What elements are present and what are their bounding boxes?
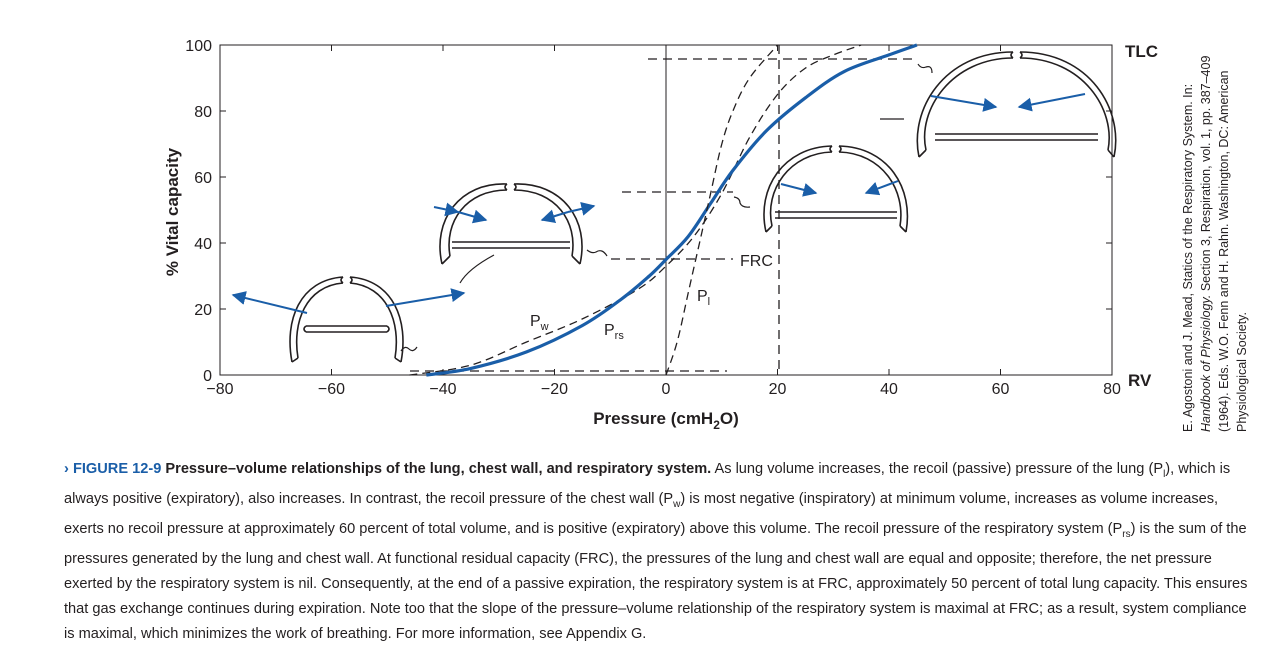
x-tick-label: −20: [541, 381, 568, 398]
x-tick-label: 80: [1103, 381, 1121, 398]
y-tick-label: 60: [194, 170, 212, 187]
chest-frc-force-arrows: [780, 180, 899, 197]
credit-line-4: Physiological Society.: [1235, 312, 1249, 432]
chest-diagram-rv: [289, 276, 404, 363]
series-line-prs: [426, 43, 918, 377]
x-tick-label: 60: [992, 381, 1010, 398]
pw-curve-label: Pw: [530, 313, 549, 333]
series-line-pl: [665, 44, 778, 376]
caption-seg-3: ) is most negative (inspiratory) at mini…: [64, 490, 1219, 537]
caption-marker: ›: [64, 461, 69, 477]
y-tick-label: 0: [203, 368, 212, 385]
x-tick-label: 20: [769, 381, 787, 398]
chest-diagram-frc: [763, 145, 909, 233]
image-credit: E. Agostoni and J. Mead, Statics of the …: [1179, 12, 1251, 432]
y-axis-title: % Vital capacity: [163, 147, 182, 276]
prs-curve-label: Prs: [604, 322, 624, 342]
y-tick-label: 40: [194, 236, 212, 253]
x-axis-title: Pressure (cmH2O): [593, 409, 739, 432]
caption-seg-4: ) is the sum of the pressures generated …: [64, 520, 1248, 642]
y-tick-label: 100: [185, 38, 212, 55]
y-tick-label: 80: [194, 104, 212, 121]
caption-seg-1: As lung volume increases, the recoil (pa…: [711, 461, 1164, 477]
credit-line-3: (1964). Eds. W.O. Fenn and H. Rahn. Wash…: [1217, 70, 1231, 432]
level-guide-lines: [410, 45, 917, 375]
curves: [409, 43, 918, 377]
chest-rv-force-arrows: [231, 288, 466, 314]
figure-caption: › FIGURE 12-9 Pressure–volume relationsh…: [64, 457, 1259, 647]
rv-label: RV: [1128, 371, 1152, 390]
x-tick-label: −60: [318, 381, 345, 398]
figure-title: Pressure–volume relationships of the lun…: [165, 461, 712, 477]
caption-seg-2: ), which is always positive (expiratory)…: [64, 461, 1231, 507]
chest-diagram-mid: [439, 183, 583, 265]
x-tick-label: −80: [206, 381, 233, 398]
pl-curve-label: Pl: [697, 288, 710, 308]
credit-line-2: Handbook of Physiology. Section 3, Respi…: [1197, 12, 1215, 432]
credit-line-2-italic: Handbook of Physiology.: [1199, 294, 1213, 432]
chest-diagram-tlc: [916, 51, 1117, 158]
squiggle-connectors: [400, 63, 933, 352]
credit-line-2-rest: Section 3, Respiration, vol. 1, pp. 387–…: [1199, 55, 1213, 295]
y-tick-label: 20: [194, 302, 212, 319]
tlc-label: TLC: [1125, 42, 1158, 61]
credit-line-1: E. Agostoni and J. Mead, Statics of the …: [1181, 83, 1195, 432]
chest-mid-force-arrows: [433, 202, 596, 224]
series-line-pw: [409, 44, 862, 376]
chest-tlc-force-arrows: [930, 93, 1086, 112]
axis-tick-labels: −80 −60 −40 −20 0 20 40 60 80 0 20 40 60 80 100: [185, 38, 1121, 398]
caption-sub-w: w: [673, 498, 681, 510]
figure-number: FIGURE 12-9: [72, 461, 162, 477]
x-tick-label: 40: [880, 381, 898, 398]
caption-sub-l: l: [1163, 468, 1166, 480]
caption-sub-rs: rs: [1122, 528, 1131, 540]
x-tick-label: −40: [429, 381, 456, 398]
x-tick-label: 0: [662, 381, 671, 398]
frc-label: FRC: [740, 253, 773, 270]
pressure-volume-chart: −80 −60 −40 −20 0 20 40 60 80 0 20 40 60 80 100 Pressu…: [163, 38, 1158, 432]
